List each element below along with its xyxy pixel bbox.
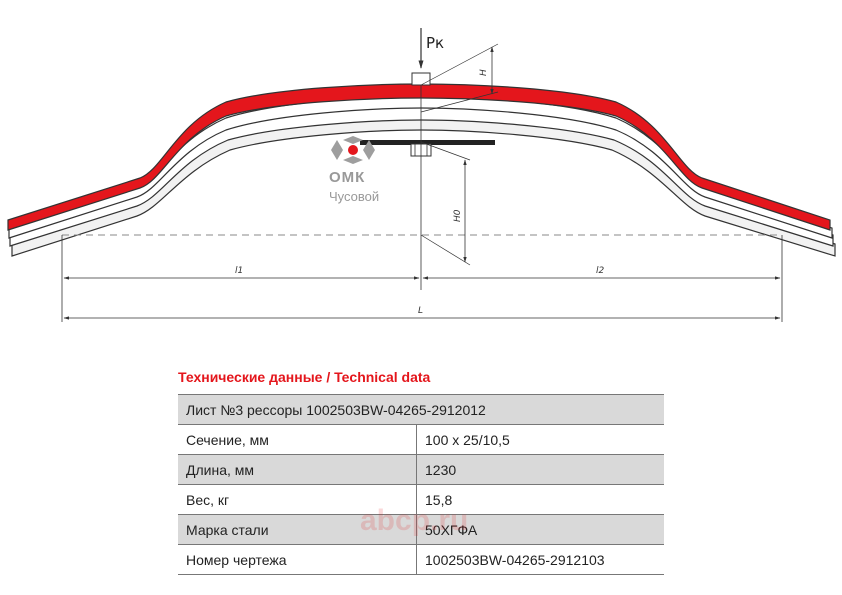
- row-label: Марка стали: [178, 514, 417, 545]
- center-clamp: [360, 140, 495, 145]
- leaf-spring-drawing: Pк H H0 l1 l2 L ОМК Чусовой: [7, 28, 836, 322]
- center-bolt-head: [411, 72, 431, 86]
- row-value: 1002503BW-04265-2912103: [416, 544, 664, 575]
- table-row: Вес, кг 15,8: [178, 484, 664, 515]
- logo-name: ОМК: [329, 169, 365, 186]
- dim-l1-label: l1: [235, 266, 243, 276]
- row-value: 15,8: [416, 484, 664, 515]
- table-row: Длина, мм 1230: [178, 454, 664, 485]
- dim-L-label: L: [418, 306, 423, 316]
- dim-H-label: H: [479, 69, 489, 76]
- row-value: 100 х 25/10,5: [416, 424, 664, 455]
- table-row: Сечение, мм 100 х 25/10,5: [178, 424, 664, 455]
- row-value: 1230: [416, 454, 664, 485]
- tech-data-table: Лист №3 рессоры 1002503BW-04265-2912012 …: [178, 394, 664, 575]
- table-title: Технические данные / Technical data: [178, 369, 431, 385]
- force-label: Pк: [426, 34, 444, 52]
- omk-logo: ОМК Чусовой: [329, 136, 379, 204]
- table-header-row: Лист №3 рессоры 1002503BW-04265-2912012: [178, 394, 664, 425]
- row-label: Длина, мм: [178, 454, 417, 485]
- table-row: Марка стали 50ХГФА: [178, 514, 664, 545]
- row-label: Вес, кг: [178, 484, 417, 515]
- row-label: Сечение, мм: [178, 424, 417, 455]
- row-value: 50ХГФА: [416, 514, 664, 545]
- table-row: Номер чертежа 1002503BW-04265-2912103: [178, 544, 664, 575]
- omk-logo-mark: [331, 136, 375, 164]
- dim-H0-label: H0: [453, 209, 463, 222]
- dim-l2-label: l2: [596, 266, 605, 276]
- table-header-cell: Лист №3 рессоры 1002503BW-04265-2912012: [178, 394, 664, 425]
- logo-city: Чусовой: [329, 189, 379, 204]
- row-label: Номер чертежа: [178, 544, 417, 575]
- spring-leaf-red: [7, 83, 831, 231]
